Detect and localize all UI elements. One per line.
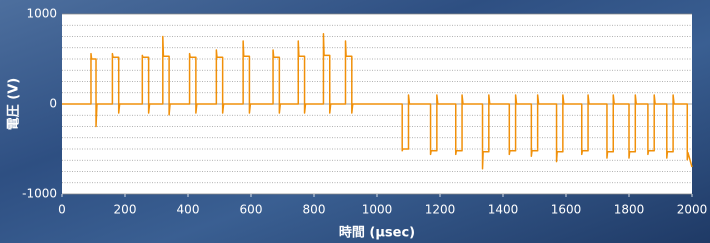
x-tick-label: 1600 <box>551 203 582 217</box>
chart: 時間 (μsec) 電圧 (V) -1000010000200400600800… <box>0 0 710 243</box>
x-tick-label: 1200 <box>425 203 456 217</box>
x-tick-label: 800 <box>303 203 326 217</box>
x-tick-label: 2000 <box>677 203 708 217</box>
x-axis-label: 時間 (μsec) <box>339 225 415 241</box>
page: 時間 (μsec) 電圧 (V) -1000010000200400600800… <box>0 0 710 243</box>
x-tick-label: 0 <box>58 203 66 217</box>
x-tick-label: 200 <box>114 203 137 217</box>
x-tick-label: 1400 <box>488 203 519 217</box>
y-tick-label: -1000 <box>22 187 57 201</box>
x-tick-label: 400 <box>177 203 200 217</box>
y-tick-label: 0 <box>49 97 57 111</box>
x-tick-label: 1000 <box>362 203 393 217</box>
x-tick-label: 600 <box>240 203 263 217</box>
y-axis-label: 電圧 (V) <box>7 78 22 130</box>
x-tick-label: 1800 <box>614 203 645 217</box>
y-tick-label: 1000 <box>26 7 57 21</box>
